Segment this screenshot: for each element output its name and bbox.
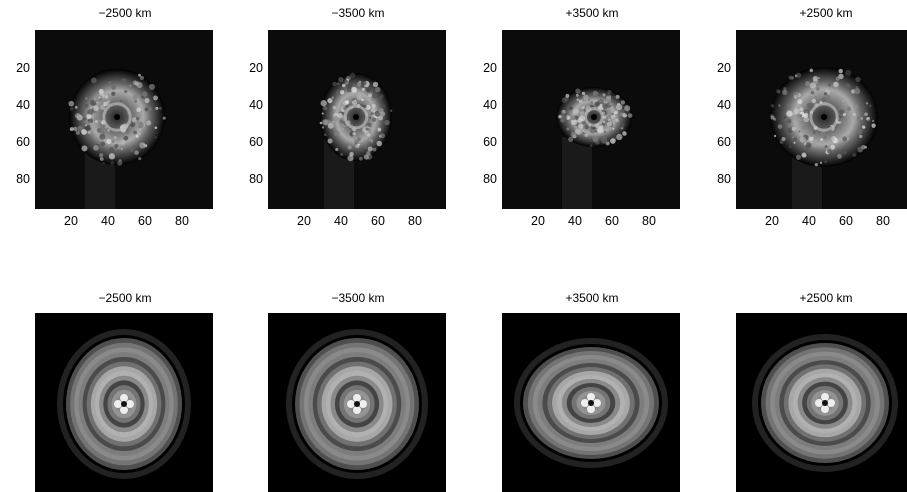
y-tick-label: 20	[249, 61, 263, 75]
model-image-panel-2	[268, 313, 446, 492]
x-tick-label: 40	[802, 214, 816, 228]
y-tick-label: 80	[249, 172, 263, 186]
x-tick-label: 20	[765, 214, 779, 228]
x-tick-label: 60	[371, 214, 385, 228]
y-tick-label: 80	[717, 172, 731, 186]
y-tick-label: 80	[16, 172, 30, 186]
x-tick-label: 20	[531, 214, 545, 228]
model-image-panel-3	[502, 313, 680, 492]
panel-title: −2500 km	[98, 291, 152, 305]
x-tick-label: 80	[876, 214, 890, 228]
panel-title: −2500 km	[98, 6, 152, 20]
measured-image-panel-1	[35, 30, 213, 209]
y-tick-label: 40	[483, 98, 497, 112]
x-tick-label: 20	[64, 214, 78, 228]
x-tick-label: 40	[334, 214, 348, 228]
y-tick-label: 60	[717, 135, 731, 149]
x-tick-label: 40	[568, 214, 582, 228]
y-tick-label: 20	[16, 61, 30, 75]
y-tick-label: 40	[249, 98, 263, 112]
model-image-panel-1	[35, 313, 213, 492]
panel-title: −3500 km	[331, 291, 385, 305]
y-tick-label: 40	[16, 98, 30, 112]
panel-title: +2500 km	[799, 291, 853, 305]
y-tick-label: 60	[16, 135, 30, 149]
x-tick-label: 60	[138, 214, 152, 228]
y-tick-label: 80	[483, 172, 497, 186]
measured-speckle-image	[736, 30, 907, 209]
x-tick-label: 80	[642, 214, 656, 228]
y-tick-label: 20	[717, 61, 731, 75]
y-tick-label: 60	[483, 135, 497, 149]
panel-title: +3500 km	[565, 291, 619, 305]
panel-title: +2500 km	[799, 6, 853, 20]
measured-image-panel-4	[736, 30, 907, 209]
x-tick-label: 60	[605, 214, 619, 228]
model-ring-image	[268, 313, 446, 492]
x-tick-label: 80	[175, 214, 189, 228]
measured-image-panel-2	[268, 30, 446, 209]
y-tick-label: 60	[249, 135, 263, 149]
measured-speckle-image	[35, 30, 213, 209]
model-ring-image	[502, 313, 680, 492]
measured-speckle-image	[502, 30, 680, 209]
model-ring-image	[35, 313, 213, 492]
y-tick-label: 40	[717, 98, 731, 112]
y-tick-label: 20	[483, 61, 497, 75]
x-tick-label: 80	[408, 214, 422, 228]
model-ring-image	[736, 313, 907, 492]
measured-speckle-image	[268, 30, 446, 209]
model-image-panel-4	[736, 313, 907, 492]
x-tick-label: 20	[297, 214, 311, 228]
x-tick-label: 60	[839, 214, 853, 228]
panel-title: −3500 km	[331, 6, 385, 20]
x-tick-label: 40	[101, 214, 115, 228]
panel-title: +3500 km	[565, 6, 619, 20]
measured-image-panel-3	[502, 30, 680, 209]
